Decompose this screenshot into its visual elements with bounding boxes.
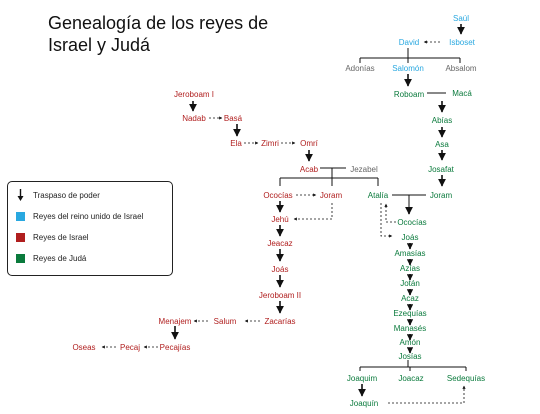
king-ela: Ela	[230, 139, 242, 148]
legend-label-united: Reyes del reino unido de Israel	[33, 211, 144, 221]
king-nadab: Nadab	[182, 114, 206, 123]
legend-item-judah: Reyes de Judá	[16, 252, 86, 264]
king-joacaz-judah: Joacaz	[398, 374, 423, 383]
david-children-line	[359, 48, 461, 63]
legend-item-transfer: Traspaso de poder	[16, 189, 100, 201]
josias-children-line	[359, 360, 467, 371]
judah-color-swatch	[16, 253, 25, 263]
king-salum: Salum	[214, 317, 237, 326]
king-jezabel: Jezabel	[350, 165, 378, 174]
king-jeacaz: Jeacaz	[267, 239, 292, 248]
succession-arrows	[171, 24, 465, 397]
king-joas-israel: Joás	[272, 265, 289, 274]
israel-color-swatch	[16, 232, 25, 242]
king-azias: Azías	[400, 264, 420, 273]
king-ococias-israel: Ococías	[263, 191, 292, 200]
legend-item-united: Reyes del reino unido de Israel	[16, 210, 143, 222]
king-saul: Saúl	[453, 14, 469, 23]
legend-item-israel: Reyes de Israel	[16, 231, 89, 243]
king-acaz: Acaz	[401, 294, 419, 303]
king-amon: Amón	[400, 338, 421, 347]
page-title: Genealogía de los reyes de Israel y Judá	[48, 12, 268, 56]
king-ococias-judah: Ococías	[397, 218, 426, 227]
transfer-arrows	[101, 40, 466, 404]
king-asa: Asa	[435, 140, 449, 149]
legend: Traspaso de poder Reyes del reino unido …	[7, 181, 173, 276]
king-josias: Josías	[398, 352, 421, 361]
king-adonias: Adonías	[345, 64, 374, 73]
dashed-joaquin-sedequias	[388, 385, 466, 404]
king-amasias: Amasías	[394, 249, 425, 258]
king-david: David	[399, 38, 419, 47]
king-zacarias: Zacarías	[264, 317, 295, 326]
family-lines	[279, 48, 467, 371]
king-labels: Saúl David Isboset Adonías Salomón Absal…	[72, 14, 485, 408]
dashed-joram-jehu	[293, 203, 333, 221]
dashed-atalia-joas	[380, 203, 393, 238]
king-basa: Basá	[224, 114, 243, 123]
king-abias: Abías	[432, 116, 452, 125]
king-acab: Acab	[300, 165, 319, 174]
king-zimri: Zimri	[261, 139, 279, 148]
king-isboset: Isboset	[449, 38, 476, 47]
atalia-joram-line	[392, 194, 426, 208]
united-color-swatch	[16, 211, 25, 221]
king-menajem: Menajem	[159, 317, 192, 326]
king-manases: Manasés	[394, 324, 426, 333]
dashed-ococias-atalia	[384, 203, 396, 223]
acab-jezabel-line	[279, 167, 379, 186]
king-pecajias: Pecajías	[160, 343, 191, 352]
king-ezequias: Ezequías	[393, 309, 426, 318]
king-pecaj: Pecaj	[120, 343, 140, 352]
title-line-2: Israel y Judá	[48, 35, 151, 55]
down-arrow-icon	[17, 189, 24, 201]
king-omri: Omrí	[300, 139, 319, 148]
king-joaquim: Joaquim	[347, 374, 378, 383]
king-josafat: Josafat	[428, 165, 455, 174]
title-line-1: Genealogía de los reyes de	[48, 13, 269, 33]
king-jotan: Jotán	[400, 279, 420, 288]
king-maca: Macá	[452, 89, 472, 98]
king-joram-judah: Joram	[430, 191, 453, 200]
king-jeroboam2: Jeroboam II	[259, 291, 301, 300]
king-joaquin: Joaquín	[350, 399, 378, 408]
king-jeroboam1: Jeroboam I	[174, 90, 214, 99]
king-jehu: Jehú	[271, 215, 288, 224]
king-oseas: Oseas	[72, 343, 95, 352]
legend-label-transfer: Traspaso de poder	[33, 190, 100, 200]
king-atalia: Atalía	[368, 191, 389, 200]
legend-label-israel: Reyes de Israel	[33, 232, 89, 242]
king-salomon: Salomón	[392, 64, 424, 73]
legend-label-judah: Reyes de Judá	[33, 253, 87, 263]
king-joas-judah: Joás	[402, 233, 419, 242]
king-joram-israel: Joram	[320, 191, 343, 200]
king-absalom: Absalom	[445, 64, 476, 73]
king-sedequias: Sedequías	[447, 374, 485, 383]
king-roboam: Roboam	[394, 90, 425, 99]
